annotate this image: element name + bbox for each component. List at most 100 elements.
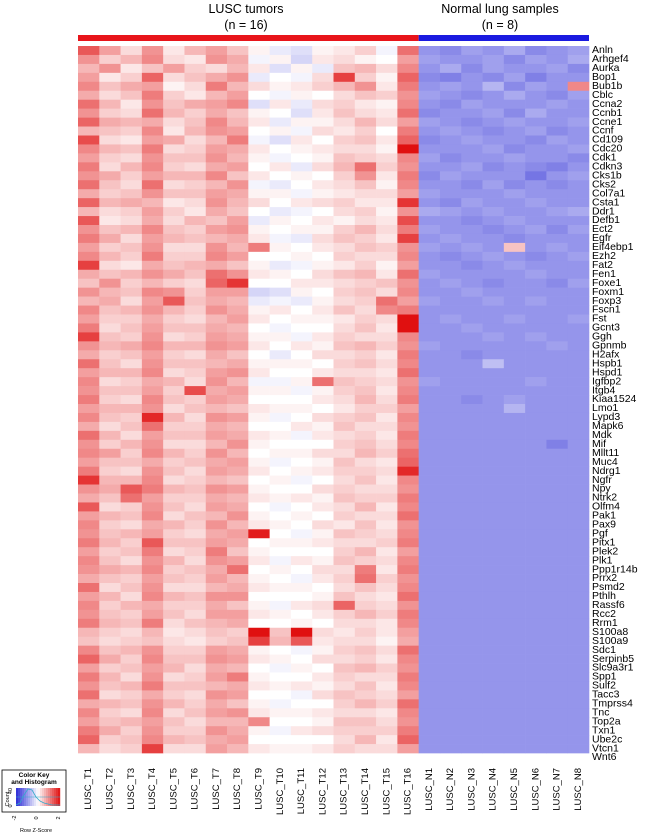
heatmap-cell [461, 493, 483, 503]
heatmap-cell [290, 377, 313, 387]
heatmap-cell [141, 430, 164, 441]
heatmap-cell [376, 323, 398, 333]
heatmap-cell [163, 90, 185, 100]
heatmap-cell [439, 565, 462, 575]
heatmap-cell [205, 233, 228, 244]
heatmap-cell [567, 717, 590, 727]
heatmap-cell [461, 135, 483, 145]
heatmap-cell [461, 278, 483, 288]
heatmap-cell [546, 404, 569, 414]
heatmap-cell [461, 600, 483, 611]
heatmap-cell [354, 421, 377, 432]
heatmap-cell [525, 341, 547, 351]
heatmap-cell [269, 171, 292, 181]
heatmap-cell [461, 511, 483, 521]
heatmap-cell [184, 663, 207, 673]
heatmap-cell [333, 404, 356, 414]
heatmap-cell [376, 63, 398, 74]
heatmap-cell [120, 296, 143, 306]
heatmap-cell [205, 493, 228, 503]
heatmap-cell [248, 600, 270, 611]
heatmap-cell [141, 108, 164, 118]
heatmap-cell [120, 672, 143, 682]
heatmap-cell [333, 654, 356, 664]
heatmap-cell [184, 421, 207, 432]
heatmap-cell [397, 520, 419, 530]
heatmap-cell [141, 90, 164, 100]
heatmap-cell [461, 251, 483, 262]
heatmap-cell [290, 287, 313, 297]
heatmap-cell [141, 296, 164, 306]
heatmap-cell [503, 627, 526, 637]
heatmap-cell [418, 717, 441, 727]
heatmap-cell [269, 547, 292, 557]
heatmap-cell [312, 368, 334, 378]
heatmap-cell [376, 180, 398, 190]
heatmap-cell [99, 583, 121, 593]
heatmap-cell [163, 54, 185, 65]
heatmap-cell [141, 726, 164, 736]
heatmap-cell [99, 153, 121, 163]
heatmap-cell [439, 225, 462, 235]
heatmap-cell [461, 421, 483, 432]
heatmap-cell [269, 323, 292, 333]
heatmap-cell [503, 81, 526, 92]
heatmap-cell [227, 520, 249, 530]
heatmap-cell [482, 46, 505, 56]
heatmap-cell [205, 144, 228, 154]
heatmap-cell [482, 135, 505, 145]
heatmap-cell [439, 627, 462, 637]
heatmap-cell [205, 609, 228, 620]
heatmap-cell [269, 412, 292, 423]
heatmap-cell [141, 600, 164, 611]
heatmap-cell [525, 520, 547, 530]
heatmap-cell [397, 538, 419, 548]
heatmap-cell [141, 627, 164, 637]
heatmap-cell [163, 296, 185, 306]
heatmap-cell [312, 260, 334, 271]
heatmap-cell [503, 233, 526, 244]
heatmap-cell [205, 287, 228, 297]
heatmap-cell [163, 180, 185, 190]
heatmap-cell [482, 269, 505, 279]
heatmap-cell [461, 359, 483, 369]
heatmap-cell [546, 63, 569, 74]
heatmap-cell [205, 439, 228, 450]
heatmap-cell [163, 46, 185, 56]
heatmap-cell [439, 207, 462, 217]
heatmap-cell [525, 430, 547, 441]
heatmap-cell [184, 627, 207, 637]
heatmap-cell [205, 681, 228, 691]
heatmap-cell [525, 314, 547, 324]
heatmap-cell [269, 287, 292, 297]
gene-label: Ezh2 [592, 250, 616, 262]
heatmap-cell [354, 341, 377, 351]
heatmap-cell [439, 180, 462, 190]
heatmap-cell [503, 511, 526, 521]
heatmap-cell [248, 180, 270, 190]
heatmap-cell [290, 529, 313, 539]
heatmap-cell [99, 126, 121, 136]
heatmap-cell [248, 457, 270, 467]
heatmap-cell [141, 609, 164, 620]
heatmap-cell [333, 207, 356, 217]
heatmap-cell [99, 180, 121, 190]
heatmap-cell [269, 144, 292, 154]
heatmap-cell [163, 144, 185, 154]
heatmap-cell [418, 574, 441, 584]
heatmap-cell [567, 350, 590, 360]
heatmap-cell [227, 126, 249, 136]
heatmap-cell [163, 681, 185, 691]
heatmap-cell [99, 404, 121, 414]
heatmap-cell [120, 171, 143, 181]
heatmap-cell [290, 242, 313, 253]
heatmap-cell [376, 699, 398, 709]
heatmap-cell [354, 466, 377, 476]
heatmap-cell [482, 63, 505, 74]
heatmap-cell [248, 314, 270, 324]
heatmap-cell [567, 708, 590, 718]
heatmap-cell [354, 198, 377, 208]
heatmap-cell [333, 144, 356, 154]
heatmap-cell [205, 350, 228, 360]
heatmap-cell [503, 717, 526, 727]
